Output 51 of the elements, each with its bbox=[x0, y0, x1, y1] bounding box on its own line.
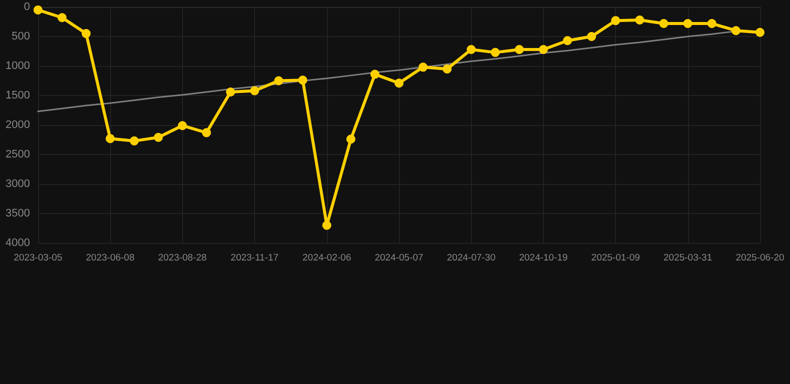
point bbox=[731, 26, 740, 36]
point bbox=[298, 76, 308, 85]
point bbox=[34, 5, 42, 14]
y-tick-label: 500 bbox=[12, 30, 30, 42]
point bbox=[394, 78, 404, 88]
point bbox=[683, 19, 692, 28]
point bbox=[756, 28, 764, 37]
x-tick-label: 2025-06-20 bbox=[736, 252, 784, 264]
x-tick-label: 2024-07-30 bbox=[446, 252, 496, 264]
point bbox=[82, 29, 91, 38]
point bbox=[418, 62, 428, 72]
point bbox=[442, 64, 452, 74]
x-tick-label: 2023-03-05 bbox=[14, 252, 62, 264]
y-tick-label: 3000 bbox=[6, 178, 30, 190]
point bbox=[106, 134, 115, 144]
point bbox=[250, 86, 260, 96]
point bbox=[659, 19, 668, 28]
y-tick-label: 1500 bbox=[6, 90, 30, 102]
point bbox=[562, 36, 572, 46]
y-tick-label: 4000 bbox=[6, 237, 30, 249]
x-tick-label: 2024-10-19 bbox=[519, 252, 568, 264]
point bbox=[514, 44, 524, 54]
y-tick-label: 3500 bbox=[6, 208, 30, 220]
x-tick-label: 2024-05-07 bbox=[374, 252, 424, 264]
point bbox=[154, 132, 163, 142]
y-tick-label: 2500 bbox=[6, 148, 30, 160]
point bbox=[611, 16, 620, 26]
point bbox=[466, 44, 476, 54]
point bbox=[226, 87, 236, 96]
point bbox=[346, 134, 356, 144]
x-tick-label: 2025-03-31 bbox=[663, 252, 712, 264]
point bbox=[322, 220, 332, 230]
y-tick-label: 0 bbox=[24, 1, 30, 13]
x-tick-label: 2023-06-08 bbox=[86, 252, 135, 264]
point bbox=[58, 13, 67, 22]
point bbox=[130, 136, 139, 146]
x-tick-label: 2023-08-28 bbox=[158, 252, 207, 264]
point bbox=[178, 121, 187, 130]
point bbox=[538, 44, 548, 54]
point bbox=[707, 19, 716, 28]
x-tick-label: 2025-01-09 bbox=[591, 252, 640, 264]
x-tick-label: 2023-11-17 bbox=[230, 252, 279, 264]
point bbox=[635, 15, 644, 24]
x-tick-label: 2024-02-06 bbox=[302, 252, 352, 264]
point bbox=[274, 76, 284, 86]
point bbox=[587, 32, 596, 41]
y-tick-label: 1000 bbox=[6, 60, 30, 72]
y-tick-label: 2000 bbox=[6, 119, 30, 131]
point bbox=[370, 70, 380, 79]
point bbox=[202, 128, 211, 138]
point bbox=[490, 48, 500, 57]
